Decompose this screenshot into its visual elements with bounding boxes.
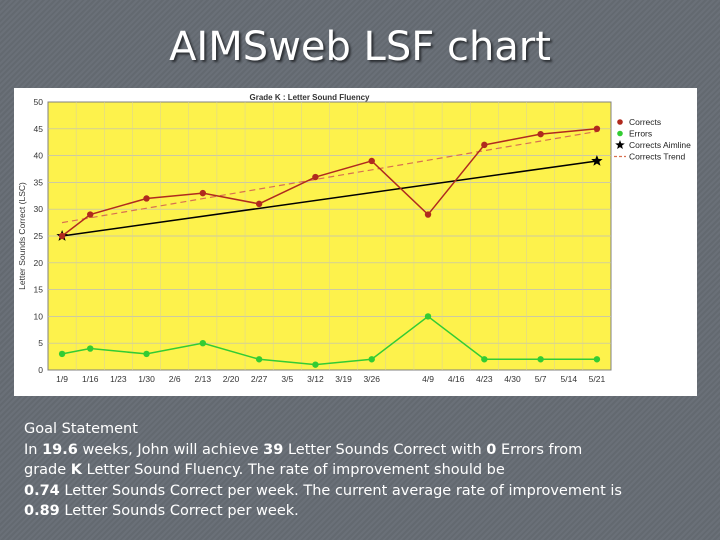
legend-corrects-aimline-marker <box>615 140 625 149</box>
x-tick-label: 2/20 <box>223 374 240 384</box>
x-tick-label: 3/26 <box>363 374 380 384</box>
errors-point <box>312 361 319 368</box>
y-axis-label: Letter Sounds Correct (LSC) <box>17 182 27 290</box>
goal-line-3: 0.74 Letter Sounds Correct per week. The… <box>24 482 622 499</box>
corrects-point <box>424 211 432 218</box>
corrects-trend-line <box>61 130 598 224</box>
errors-point <box>143 350 150 358</box>
corrects-point <box>481 141 488 149</box>
x-tick-label: 5/21 <box>589 374 606 384</box>
goal-heading: Goal Statement <box>24 421 138 437</box>
y-tick-label: 30 <box>34 204 44 214</box>
goal-line-1: In 19.6 weeks, John will achieve 39 Lett… <box>24 441 583 458</box>
y-tick-label: 40 <box>34 151 44 161</box>
x-tick-label: 4/16 <box>448 374 465 384</box>
x-tick-label: 4/30 <box>504 374 521 384</box>
errors-point <box>593 356 601 363</box>
x-tick-label: 2/13 <box>195 374 212 384</box>
errors-point <box>368 356 375 363</box>
x-tick-label: 3/5 <box>281 374 293 384</box>
corrects-point <box>255 200 263 208</box>
corrects-point <box>199 189 207 197</box>
x-tick-label: 4/23 <box>476 374 493 384</box>
errors-point <box>537 356 544 363</box>
legend-corrects-marker <box>617 119 623 125</box>
errors-point <box>87 345 94 352</box>
slide-title: AIMSweb LSF chart <box>169 24 551 70</box>
y-tick-label: 5 <box>38 338 43 348</box>
x-tick-label: 3/19 <box>335 374 352 384</box>
x-tick-label: 2/6 <box>169 374 181 384</box>
x-tick-label: 1/16 <box>82 374 99 384</box>
corrects-point <box>58 232 66 240</box>
x-tick-label: 3/12 <box>307 374 324 384</box>
y-tick-label: 10 <box>34 311 44 321</box>
y-tick-label: 20 <box>34 258 44 268</box>
errors-point <box>199 340 207 347</box>
x-tick-label: 1/23 <box>110 374 127 384</box>
errors-point <box>481 356 488 363</box>
legend-corrects-label: Corrects <box>629 117 661 127</box>
legend-errors-marker <box>617 130 623 137</box>
errors-point <box>424 313 432 320</box>
x-tick-label: 5/14 <box>561 374 578 384</box>
x-tick-label: 5/7 <box>535 374 547 384</box>
goal-line-4: 0.89 Letter Sounds Correct per week. <box>24 503 299 519</box>
x-tick-label: 1/9 <box>56 374 68 384</box>
goal-weeks: 19.6 <box>42 441 78 458</box>
corrects-aimline-point <box>591 155 603 166</box>
corrects-point <box>87 211 94 218</box>
legend-corrects-aimline-label: Corrects Aimline <box>629 140 691 150</box>
x-tick-label: 1/30 <box>138 374 155 384</box>
corrects-point <box>143 195 150 202</box>
chart: Grade K : Letter Sound Fluency 0 5 10 15 20 25… <box>17 93 691 384</box>
y-tick-label: 15 <box>34 285 44 295</box>
corrects-point <box>312 173 319 181</box>
y-tick-label: 50 <box>34 97 44 107</box>
goal-grade: K <box>70 462 83 478</box>
goal-student: John <box>137 441 169 458</box>
errors-point <box>58 350 66 358</box>
corrects-point <box>537 130 544 138</box>
x-tick-label: 4/9 <box>422 374 434 384</box>
goal-target-errors: 0 <box>486 441 497 458</box>
corrects-point <box>368 157 375 165</box>
corrects-point <box>593 125 601 132</box>
goal-statement: Goal Statement In 19.6 weeks, John will … <box>24 419 714 522</box>
goal-target-lsc: 39 <box>263 441 284 458</box>
corrects-aimline-line <box>61 160 598 237</box>
legend-errors-label: Errors <box>629 129 652 139</box>
legend-corrects-trend-label: Corrects Trend <box>629 152 685 162</box>
errors-point <box>255 356 263 363</box>
y-tick-label: 25 <box>34 231 44 241</box>
x-tick-label: 2/27 <box>251 374 268 384</box>
y-tick-label: 35 <box>34 177 44 187</box>
goal-roi-current: 0.89 <box>24 503 60 519</box>
goal-roi-target: 0.74 <box>24 482 60 499</box>
goal-line-2: grade K Letter Sound Fluency. The rate o… <box>24 462 505 478</box>
y-tick-label: 45 <box>34 124 44 134</box>
chart-panel: Grade K : Letter Sound Fluency 0 5 10 15 20 25… <box>14 88 697 396</box>
y-tick-label: 0 <box>38 365 43 375</box>
chart-title: Grade K : Letter Sound Fluency <box>249 93 370 102</box>
